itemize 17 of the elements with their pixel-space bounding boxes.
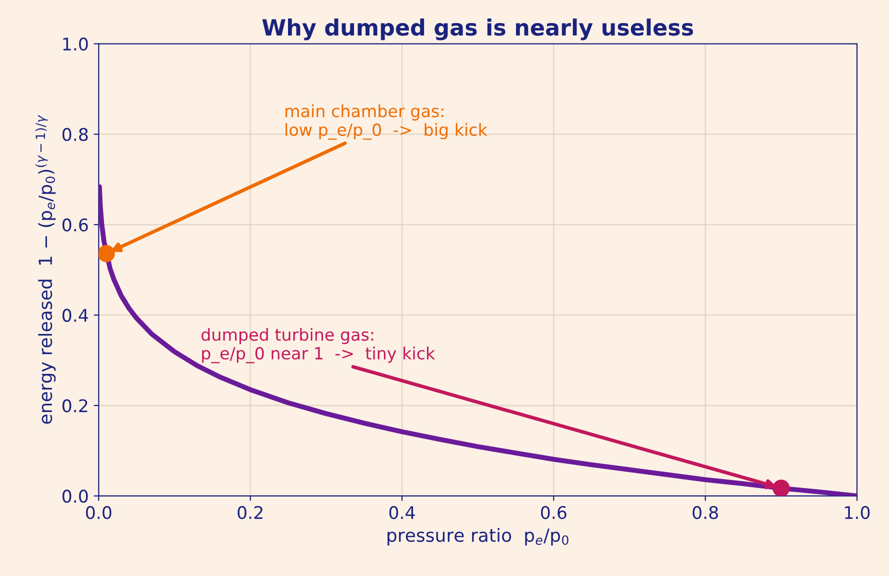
y-tick-label: 0.0 xyxy=(62,490,88,503)
annotation: main chamber gas: low p_e/p_0 -> big kick xyxy=(286,104,488,140)
x-tick-label: 1.0 xyxy=(845,506,870,520)
x-tick-label: 0.6 xyxy=(541,506,566,520)
y-tick-label: 0.8 xyxy=(62,128,88,142)
y-tick-label: 0.2 xyxy=(62,399,88,412)
x-tick-label: 0.0 xyxy=(86,506,112,520)
annotation: dumped turbine gas: p_e/p_0 near 1 -> tiny kick xyxy=(202,328,436,364)
y-tick-label: 0.6 xyxy=(62,218,88,232)
y-tick-label: 1.0 xyxy=(63,37,88,51)
x-tick-label: 0.8 xyxy=(692,506,718,520)
y-tick-label: 0.4 xyxy=(62,308,88,322)
x-axis-title: pressure ratio p$_{e}$/p$_{0}$ xyxy=(388,528,568,546)
chart-title: Why dumped gas is nearly useless xyxy=(262,18,694,40)
x-tick-label: 0.4 xyxy=(389,506,415,520)
y-axis-title: energy released 1 − (p$_{e}$/p$_{0}$)$^{(γ−1)/γ}$ xyxy=(35,114,56,424)
x-tick-label: 0.2 xyxy=(238,506,262,520)
